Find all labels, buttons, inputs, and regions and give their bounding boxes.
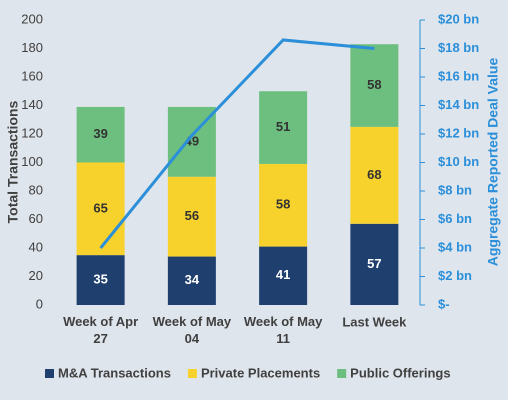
legend-swatch — [337, 369, 347, 378]
deal-value-line — [99, 38, 375, 249]
y2-tick-label: $10 bn — [438, 154, 479, 169]
data-label: 35 — [93, 272, 107, 287]
y-tick-label: 180 — [21, 40, 43, 55]
y-tick-label: 60 — [29, 211, 43, 226]
bar-segment — [350, 223, 399, 305]
bar-segment — [167, 256, 216, 305]
legend-swatch — [187, 369, 197, 378]
y-tick-label: 20 — [29, 268, 43, 283]
bar-segment — [76, 106, 125, 163]
data-label: 34 — [185, 272, 200, 287]
data-label: 51 — [276, 119, 290, 134]
y-tick-label: 120 — [21, 125, 43, 140]
data-label: 68 — [367, 167, 381, 182]
y2-tick-label: $16 bn — [438, 68, 479, 83]
bar-segment — [167, 176, 216, 257]
y-axis-label: Total Transactions — [5, 100, 21, 223]
legend-label: Private Placements — [201, 365, 320, 380]
y-tick-label: 40 — [29, 239, 43, 254]
legend-swatch — [45, 369, 54, 378]
bar-segment — [76, 255, 125, 305]
y2-tick-label: $12 bn — [438, 125, 479, 140]
y-tick-label: 140 — [21, 97, 43, 112]
data-label: 39 — [93, 126, 107, 141]
legend-label: M&A Transactions — [58, 365, 171, 380]
bar-segment — [350, 126, 399, 224]
y2-tick-label: $8 bn — [438, 182, 472, 197]
data-label: 56 — [185, 208, 199, 223]
y2-tick-label: $2 bn — [438, 268, 472, 283]
data-label: 58 — [276, 197, 290, 212]
data-label: 58 — [367, 77, 381, 92]
y-tick-label: 80 — [29, 182, 43, 197]
y2-axis-label: Aggregate Reported Deal Value — [485, 58, 501, 267]
y2-tick-label: $4 bn — [438, 239, 472, 254]
y2-tick-label: $18 bn — [438, 40, 479, 55]
x-tick-label: Week of May 11 — [244, 314, 323, 346]
y-tick-label: 0 — [36, 296, 43, 311]
bar-segment — [76, 162, 125, 256]
data-label: 65 — [93, 200, 107, 215]
bar-segment — [259, 163, 308, 247]
y2-tick-label: $- — [438, 296, 450, 311]
y-tick-label: 160 — [21, 68, 43, 83]
bar-segment — [259, 91, 308, 164]
legend-label: Public Offerings — [350, 365, 450, 380]
x-tick-label: Week of May 04 — [153, 314, 232, 346]
data-label: 41 — [276, 267, 290, 282]
y2-tick-label: $6 bn — [438, 211, 472, 226]
y2-tick-label: $14 bn — [438, 97, 479, 112]
bar-segment — [259, 246, 308, 305]
x-tick-label: Week of Apr 27 — [63, 314, 138, 346]
bar-segment — [350, 44, 399, 127]
x-tick-label: Last Week — [342, 314, 407, 329]
data-label: 49 — [185, 133, 199, 148]
data-label: 57 — [367, 256, 381, 271]
y-tick-label: 100 — [21, 154, 43, 169]
y2-tick-label: $20 bn — [438, 11, 479, 26]
y-tick-label: 200 — [21, 11, 43, 26]
